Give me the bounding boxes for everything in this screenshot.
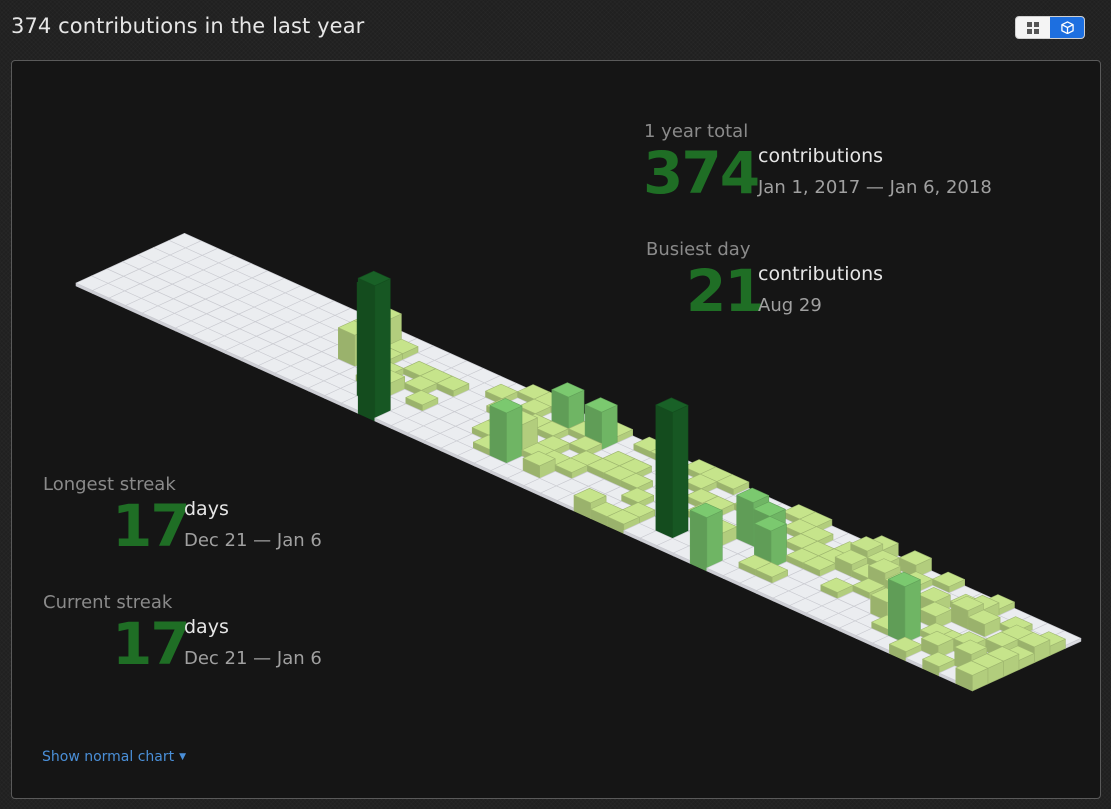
contribution-bar — [887, 571, 921, 647]
year-total-range: Jan 1, 2017 — Jan 6, 2018 — [758, 177, 992, 198]
busiest-day-date: Aug 29 — [758, 295, 822, 316]
year-total-label: 1 year total — [644, 121, 749, 142]
contribution-bar — [357, 270, 391, 422]
contribution-bar — [689, 502, 723, 572]
cube-view-button[interactable] — [1050, 17, 1084, 38]
contribution-bar — [655, 397, 689, 542]
year-total-unit: contributions — [758, 145, 884, 167]
grid-icon — [1027, 21, 1039, 34]
current-streak-label: Current streak — [43, 592, 173, 613]
longest-streak-label: Longest streak — [43, 474, 176, 495]
show-normal-chart-label: Show normal chart — [42, 749, 175, 765]
show-normal-chart-link[interactable]: Show normal chart ▼ — [42, 749, 186, 765]
contribution-bar — [584, 397, 618, 454]
longest-streak-unit: days — [184, 498, 229, 520]
busiest-day-unit: contributions — [758, 263, 884, 285]
page-title: 374 contributions in the last year — [11, 14, 365, 38]
grid-view-button[interactable] — [1016, 17, 1050, 38]
contribution-bar — [955, 660, 989, 692]
longest-streak-range: Dec 21 — Jan 6 — [184, 530, 322, 551]
caret-down-icon: ▼ — [179, 752, 187, 762]
view-toggle[interactable] — [1015, 16, 1085, 39]
current-streak-unit: days — [184, 616, 229, 638]
busiest-day-label: Busiest day — [646, 239, 751, 260]
current-streak-value: 17 — [112, 610, 191, 678]
current-streak-range: Dec 21 — Jan 6 — [184, 648, 322, 669]
contribution-bar — [489, 398, 523, 467]
busiest-day-value: 21 — [686, 257, 765, 325]
contribution-bar — [1017, 632, 1051, 663]
year-total-value: 374 — [643, 139, 760, 207]
longest-streak-value: 17 — [112, 492, 191, 560]
cube-icon — [1060, 21, 1074, 34]
